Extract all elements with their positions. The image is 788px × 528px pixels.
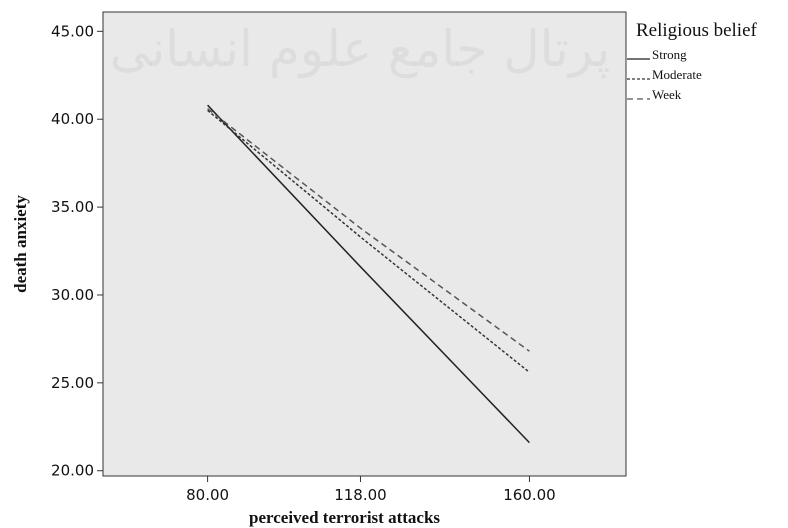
legend-label-strong: Strong <box>652 47 687 62</box>
y-tick-label: 30.00 <box>51 286 94 304</box>
legend-label-week: Week <box>652 87 682 102</box>
y-tick-label: 40.00 <box>51 110 94 128</box>
series-line-week <box>207 108 530 352</box>
x-axis: 80.00 118.00 160.00 <box>186 476 556 504</box>
series-lines <box>207 104 530 444</box>
y-tick-label: 25.00 <box>51 374 94 392</box>
plot-area <box>102 11 627 477</box>
x-tick-label: 160.00 <box>503 486 556 504</box>
y-tick-label: 35.00 <box>51 198 94 216</box>
legend-label-moderate: Moderate <box>652 67 702 82</box>
x-axis-title: perceived terrorist attacks <box>249 508 440 527</box>
y-tick-label: 45.00 <box>51 22 94 40</box>
watermark-text: پرتال جامع علوم انسانی <box>110 20 611 79</box>
legend: Religious belief Strong Moderate Week <box>627 20 758 102</box>
x-tick-label: 118.00 <box>334 486 387 504</box>
y-axis: 20.00 25.00 30.00 35.00 40.00 45.00 <box>51 22 103 480</box>
y-axis-title: death anxiety <box>11 195 30 293</box>
legend-title: Religious belief <box>636 20 758 41</box>
y-tick-label: 20.00 <box>51 462 94 480</box>
x-tick-label: 80.00 <box>186 486 229 504</box>
series-line-strong <box>207 104 530 444</box>
series-line-moderate <box>207 109 530 373</box>
